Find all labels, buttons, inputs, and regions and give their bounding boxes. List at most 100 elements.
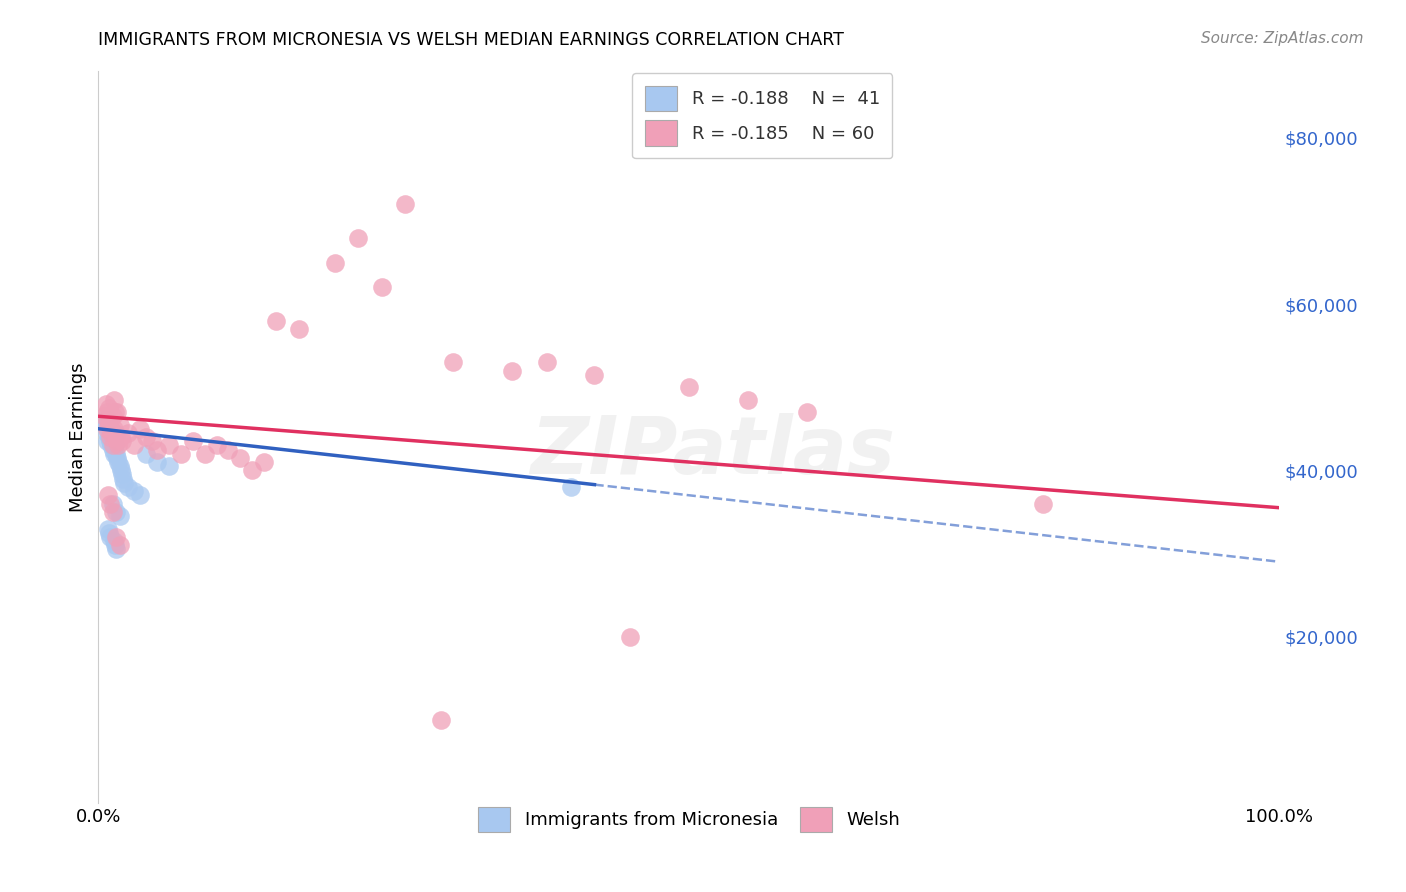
Point	[100, 422, 122, 436]
Point	[98, 413, 121, 427]
Point	[105, 530, 128, 544]
Point	[117, 480, 139, 494]
Point	[100, 438, 122, 452]
Point	[108, 417, 131, 432]
Point	[103, 434, 125, 449]
Point	[96, 405, 118, 419]
Point	[441, 355, 464, 369]
Point	[98, 422, 121, 436]
Point	[240, 463, 263, 477]
Point	[194, 447, 217, 461]
Point	[104, 405, 127, 419]
Point	[536, 355, 558, 369]
Point	[128, 422, 150, 436]
Y-axis label: Median Earnings: Median Earnings	[69, 362, 87, 512]
Point	[98, 430, 121, 444]
Point	[103, 422, 125, 436]
Point	[104, 438, 127, 452]
Point	[110, 463, 132, 477]
Point	[96, 422, 118, 436]
Point	[98, 434, 121, 449]
Point	[619, 630, 641, 644]
Point	[104, 425, 127, 440]
Point	[105, 505, 128, 519]
Point	[98, 430, 121, 444]
Point	[103, 533, 125, 548]
Point	[128, 488, 150, 502]
Point	[205, 438, 228, 452]
Point	[98, 401, 121, 415]
Point	[288, 322, 311, 336]
Text: ZIPatlas: ZIPatlas	[530, 413, 896, 491]
Point	[101, 505, 124, 519]
Point	[112, 475, 135, 490]
Point	[98, 497, 121, 511]
Point	[94, 417, 117, 432]
Point	[105, 542, 128, 557]
Point	[111, 434, 134, 449]
Point	[108, 509, 131, 524]
Text: Source: ZipAtlas.com: Source: ZipAtlas.com	[1201, 31, 1364, 46]
Point	[501, 363, 523, 377]
Point	[94, 397, 117, 411]
Point	[181, 434, 204, 449]
Point	[105, 430, 128, 444]
Point	[104, 538, 127, 552]
Point	[100, 425, 122, 440]
Point	[107, 438, 129, 452]
Point	[97, 488, 120, 502]
Point	[430, 713, 453, 727]
Point	[347, 230, 370, 244]
Point	[101, 409, 124, 424]
Point	[93, 413, 115, 427]
Point	[141, 434, 163, 449]
Point	[103, 447, 125, 461]
Point	[100, 430, 122, 444]
Point	[101, 430, 124, 444]
Point	[93, 409, 115, 424]
Point	[394, 197, 416, 211]
Point	[583, 368, 606, 382]
Point	[117, 425, 139, 440]
Point	[112, 472, 135, 486]
Point	[135, 447, 157, 461]
Point	[157, 438, 180, 452]
Point	[110, 430, 132, 444]
Point	[157, 459, 180, 474]
Point	[678, 380, 700, 394]
Point	[264, 314, 287, 328]
Point	[101, 442, 124, 457]
Point	[103, 392, 125, 407]
Point	[105, 434, 128, 449]
Point	[96, 425, 118, 440]
Point	[146, 455, 169, 469]
Point	[97, 521, 120, 535]
Point	[105, 405, 128, 419]
Point	[97, 413, 120, 427]
Point	[1032, 497, 1054, 511]
Point	[98, 530, 121, 544]
Point	[122, 484, 145, 499]
Point	[98, 525, 121, 540]
Point	[122, 438, 145, 452]
Point	[135, 430, 157, 444]
Point	[107, 455, 129, 469]
Point	[105, 450, 128, 465]
Point	[146, 442, 169, 457]
Point	[253, 455, 276, 469]
Point	[371, 280, 394, 294]
Point	[170, 447, 193, 461]
Point	[97, 413, 120, 427]
Point	[105, 447, 128, 461]
Point	[98, 422, 121, 436]
Point	[323, 255, 346, 269]
Point	[217, 442, 239, 457]
Point	[98, 417, 121, 432]
Point	[101, 438, 124, 452]
Legend: Immigrants from Micronesia, Welsh: Immigrants from Micronesia, Welsh	[465, 794, 912, 845]
Point	[108, 538, 131, 552]
Text: IMMIGRANTS FROM MICRONESIA VS WELSH MEDIAN EARNINGS CORRELATION CHART: IMMIGRANTS FROM MICRONESIA VS WELSH MEDI…	[98, 31, 844, 49]
Point	[101, 497, 124, 511]
Point	[108, 459, 131, 474]
Point	[111, 467, 134, 482]
